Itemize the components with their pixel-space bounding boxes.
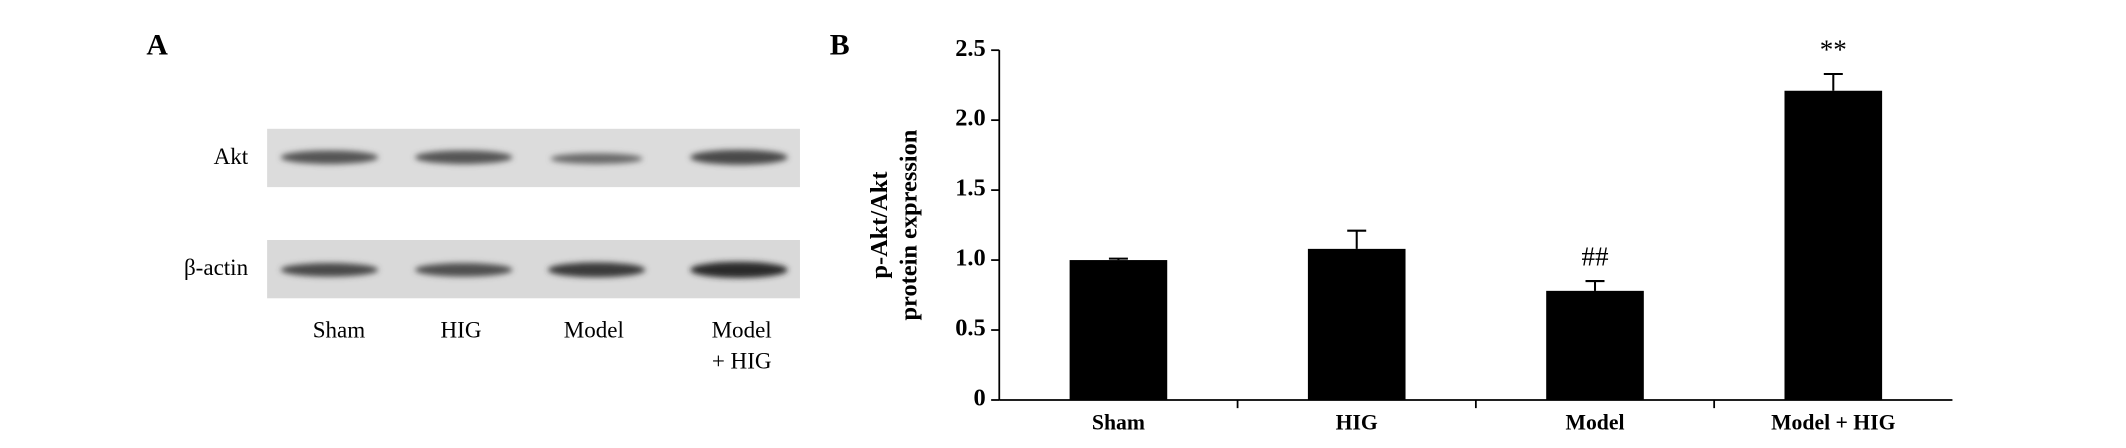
- y-axis-label: p-Akt/Akt: [866, 171, 893, 279]
- error-bar: [1108, 257, 1128, 261]
- panel-label: A: [146, 28, 168, 61]
- row-label: β-actin: [184, 254, 249, 280]
- lane-label: Sham: [313, 316, 366, 342]
- panel-a: A: [146, 28, 800, 299]
- y-tick-label: 0.5: [955, 315, 985, 342]
- lane-label: + HIG: [712, 348, 772, 374]
- y-tick-label: 2.0: [955, 105, 985, 132]
- blot-bands: [280, 149, 788, 278]
- y-tick-label: 2.5: [955, 35, 985, 62]
- x-tick-label: HIG: [1336, 410, 1378, 434]
- y-tick-label: 0: [974, 385, 986, 412]
- error-bar: [1823, 72, 1843, 91]
- bar: [1307, 248, 1406, 400]
- x-tick-label: Model + HIG: [1771, 410, 1896, 434]
- y-tick-label: 1.5: [955, 175, 985, 202]
- annotation: **: [1820, 34, 1847, 64]
- annotation: ##: [1581, 242, 1609, 272]
- row-label: Akt: [214, 143, 249, 169]
- x-tick-label: Sham: [1092, 410, 1145, 434]
- y-axis-label: protein expression: [896, 129, 923, 320]
- lane-label: Model: [712, 316, 772, 342]
- bar: [1546, 290, 1644, 400]
- y-tick-label: 1.0: [955, 245, 985, 272]
- error-bar: [1585, 280, 1605, 291]
- lane-label: HIG: [441, 316, 482, 342]
- error-bar: [1347, 229, 1367, 249]
- bar: [1069, 260, 1168, 400]
- lane-label: Model: [564, 316, 624, 342]
- bar: [1784, 90, 1883, 400]
- panel-label: B: [830, 28, 850, 61]
- x-tick-label: Model: [1565, 410, 1624, 434]
